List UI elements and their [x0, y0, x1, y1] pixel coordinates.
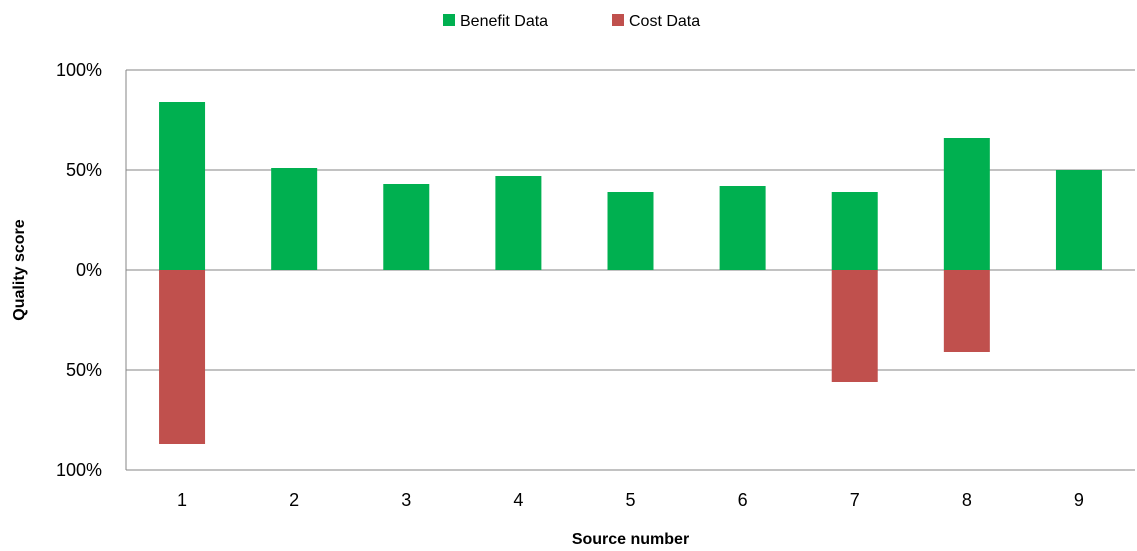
- legend-swatch-benefit: [443, 14, 455, 26]
- benefit-bar-6: [719, 186, 766, 270]
- x-tick-label: 5: [625, 490, 635, 510]
- benefit-bar-8: [943, 138, 990, 270]
- x-tick-labels: 1 2 3 4 5 6 7 8 9: [177, 490, 1084, 510]
- bars: [159, 102, 1102, 444]
- x-tick-label: 1: [177, 490, 187, 510]
- legend-label-cost: Cost Data: [629, 13, 700, 30]
- benefit-bar-1: [159, 102, 206, 270]
- y-tick-label: 0%: [76, 260, 102, 280]
- cost-bar-7: [831, 270, 878, 382]
- x-tick-label: 3: [401, 490, 411, 510]
- benefit-bar-5: [607, 192, 654, 270]
- benefit-bar-2: [271, 168, 318, 270]
- legend-swatch-cost: [612, 14, 624, 26]
- y-tick-label: 50%: [66, 160, 102, 180]
- x-tick-label: 2: [289, 490, 299, 510]
- cost-bar-8: [943, 270, 990, 352]
- benefit-bar-3: [383, 184, 430, 270]
- y-tick-labels: 100% 50% 0% 50% 100%: [56, 60, 102, 480]
- x-tick-label: 9: [1074, 490, 1084, 510]
- y-tick-label: 100%: [56, 60, 102, 80]
- benefit-bar-7: [831, 192, 878, 270]
- y-tick-label: 100%: [56, 460, 102, 480]
- y-axis-title: Quality score: [11, 219, 28, 320]
- legend: Benefit Data Cost Data: [443, 13, 700, 30]
- cost-bar-1: [159, 270, 206, 444]
- x-axis-title: Source number: [572, 531, 689, 548]
- benefit-bar-9: [1055, 170, 1102, 270]
- x-tick-label: 8: [962, 490, 972, 510]
- legend-label-benefit: Benefit Data: [460, 13, 548, 30]
- y-tick-label: 50%: [66, 360, 102, 380]
- benefit-bar-4: [495, 176, 542, 270]
- x-tick-label: 7: [850, 490, 860, 510]
- x-tick-label: 4: [513, 490, 523, 510]
- x-tick-label: 6: [738, 490, 748, 510]
